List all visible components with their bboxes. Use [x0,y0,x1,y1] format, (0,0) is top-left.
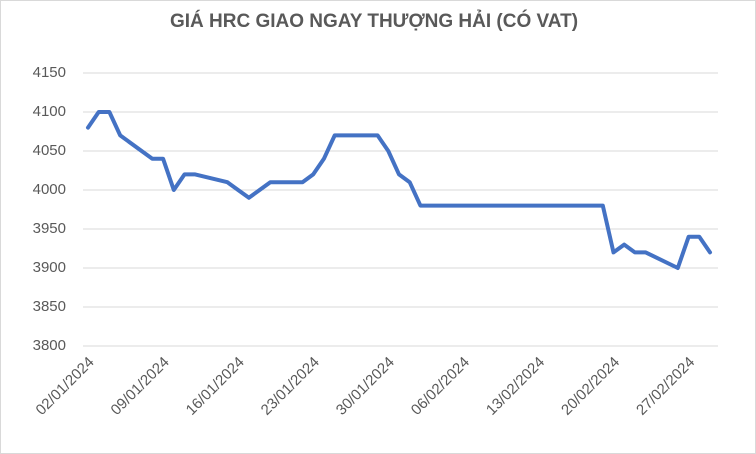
y-tick-label: 4050 [33,142,66,159]
y-tick-label: 4000 [33,181,66,198]
y-tick-label: 3950 [33,220,66,237]
y-tick-label: 4150 [33,64,66,81]
y-tick-label: 3800 [33,337,66,354]
y-tick-label: 3850 [33,298,66,315]
chart-title: GIÁ HRC GIAO NGAY THƯỢNG HẢI (CÓ VAT) [170,10,578,32]
y-tick-label: 3900 [33,259,66,276]
line [86,110,712,270]
y-tick-label: 4100 [33,103,66,120]
